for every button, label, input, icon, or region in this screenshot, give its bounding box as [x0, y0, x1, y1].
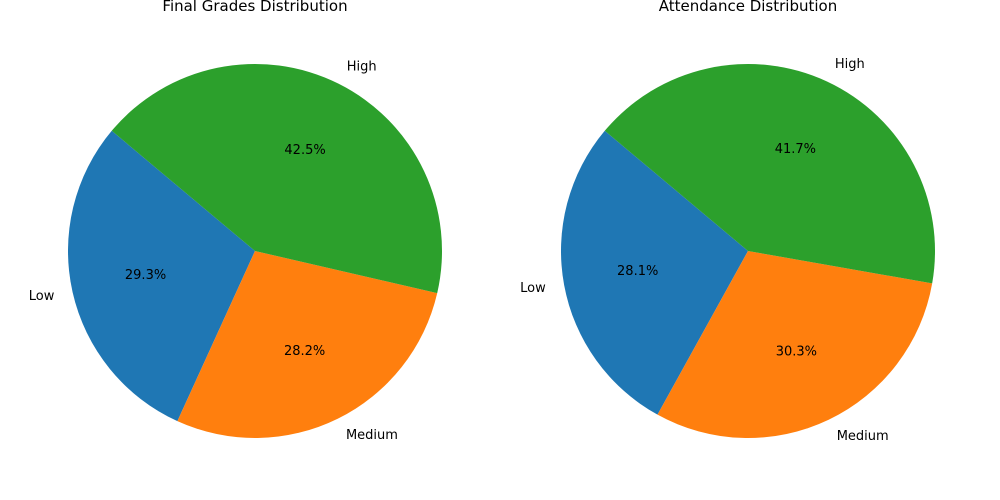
- final-grades-title: Final Grades Distribution: [162, 0, 347, 15]
- final-grades-category-label-medium: Medium: [346, 428, 398, 443]
- attendance-category-label-medium: Medium: [837, 429, 889, 444]
- final-grades-percent-label-low: 29.3%: [125, 268, 166, 283]
- final-grades-category-label-low: Low: [29, 289, 55, 304]
- attendance-percent-label-high: 41.7%: [775, 142, 816, 157]
- attendance-percent-label-medium: 30.3%: [776, 345, 817, 360]
- attendance-category-label-low: Low: [520, 281, 546, 296]
- attendance-category-label-high: High: [835, 57, 865, 72]
- final-grades-slice-low: [68, 130, 255, 422]
- final-grades-slice-high: [111, 63, 443, 294]
- attendance-pie-chart: 28.1% Low 30.3% Medium 41.7% High Attendance D…: [520, 0, 935, 444]
- attendance-percent-label-low: 28.1%: [617, 264, 658, 279]
- final-grades-percent-label-high: 42.5%: [284, 143, 325, 158]
- final-grades-slice-medium: [177, 251, 438, 439]
- final-grades-percent-label-medium: 28.2%: [284, 344, 325, 359]
- attendance-slice-medium: [657, 251, 933, 439]
- final-grades-pie-chart: 29.3% Low 28.2% Medium 42.5% High Final Grades…: [29, 0, 443, 443]
- final-grades-category-label-high: High: [347, 59, 377, 74]
- attendance-slice-high: [604, 64, 935, 284]
- attendance-slice-low: [560, 130, 748, 415]
- attendance-title: Attendance Distribution: [659, 0, 837, 15]
